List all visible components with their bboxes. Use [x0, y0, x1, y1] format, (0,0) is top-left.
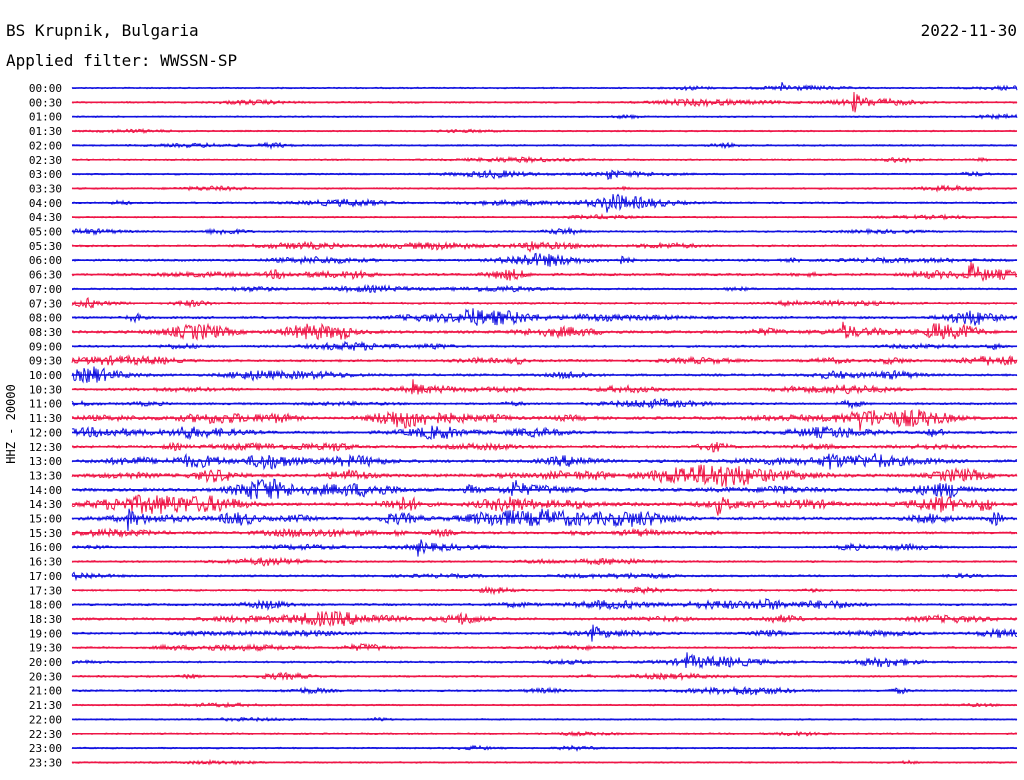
- trace-line: [71, 321, 1018, 341]
- row-time-label: 05:00: [29, 226, 62, 239]
- row-time-label: 19:00: [29, 627, 62, 640]
- row-time-label: 14:30: [29, 498, 62, 511]
- row-time-label: 10:00: [29, 369, 62, 382]
- row-time-label: 00:30: [29, 96, 62, 109]
- row-time-label: 06:00: [29, 254, 62, 267]
- row-time-label: 03:00: [29, 168, 62, 181]
- row-time-label: 08:30: [29, 326, 62, 339]
- row-time-label: 06:30: [29, 269, 62, 282]
- y-axis-label: HHZ - 20000: [4, 384, 18, 463]
- row-time-label: 09:30: [29, 355, 62, 368]
- row-time-label: 14:00: [29, 484, 62, 497]
- row-time-label: 12:00: [29, 426, 62, 439]
- row-time-label: 18:30: [29, 613, 62, 626]
- row-time-label: 12:30: [29, 441, 62, 454]
- row-time-label: 20:30: [29, 670, 62, 683]
- row-time-label: 21:00: [29, 685, 62, 698]
- row-time-label: 07:00: [29, 283, 62, 296]
- row-time-label: 16:00: [29, 541, 62, 554]
- row-time-label: 11:30: [29, 412, 62, 425]
- row-time-label: 02:00: [29, 139, 62, 152]
- row-time-label: 01:00: [29, 111, 62, 124]
- filter-label: Applied filter: WWSSN-SP: [6, 51, 237, 70]
- row-time-label: 13:30: [29, 469, 62, 482]
- date-label: 2022-11-30: [921, 21, 1017, 40]
- row-time-label: 17:30: [29, 584, 62, 597]
- row-time-label: 16:30: [29, 556, 62, 569]
- row-time-label: 03:30: [29, 182, 62, 195]
- row-time-label: 19:30: [29, 642, 62, 655]
- row-time-label: 10:30: [29, 383, 62, 396]
- trace-line: [71, 494, 1018, 516]
- row-time-label: 09:00: [29, 340, 62, 353]
- row-time-label: 01:30: [29, 125, 62, 138]
- trace-line: [71, 379, 1018, 395]
- station-title: BS Krupnik, Bulgaria: [6, 21, 199, 40]
- row-time-label: 23:00: [29, 742, 62, 755]
- row-time-label: 21:30: [29, 699, 62, 712]
- row-time-label: 00:00: [29, 82, 62, 95]
- row-time-label: 04:30: [29, 211, 62, 224]
- row-time-label: 11:00: [29, 398, 62, 411]
- row-time-label: 22:30: [29, 728, 62, 741]
- row-time-label: 04:00: [29, 197, 62, 210]
- trace-line: [71, 539, 1018, 557]
- row-time-label: 20:00: [29, 656, 62, 669]
- row-time-label: 02:30: [29, 154, 62, 167]
- row-time-label: 15:00: [29, 513, 62, 526]
- row-time-label: 08:00: [29, 312, 62, 325]
- trace-line: [71, 409, 1018, 431]
- trace-line: [71, 508, 1018, 531]
- row-time-label: 23:30: [29, 756, 62, 769]
- trace-line: [71, 82, 1018, 92]
- row-time-label: 17:00: [29, 570, 62, 583]
- trace-line: [71, 652, 1018, 670]
- row-time-label: 18:00: [29, 599, 62, 612]
- row-time-label: 07:30: [29, 297, 62, 310]
- row-time-label: 15:30: [29, 527, 62, 540]
- row-time-label: 05:30: [29, 240, 62, 253]
- row-time-label: 13:00: [29, 455, 62, 468]
- row-time-label: 22:00: [29, 713, 62, 726]
